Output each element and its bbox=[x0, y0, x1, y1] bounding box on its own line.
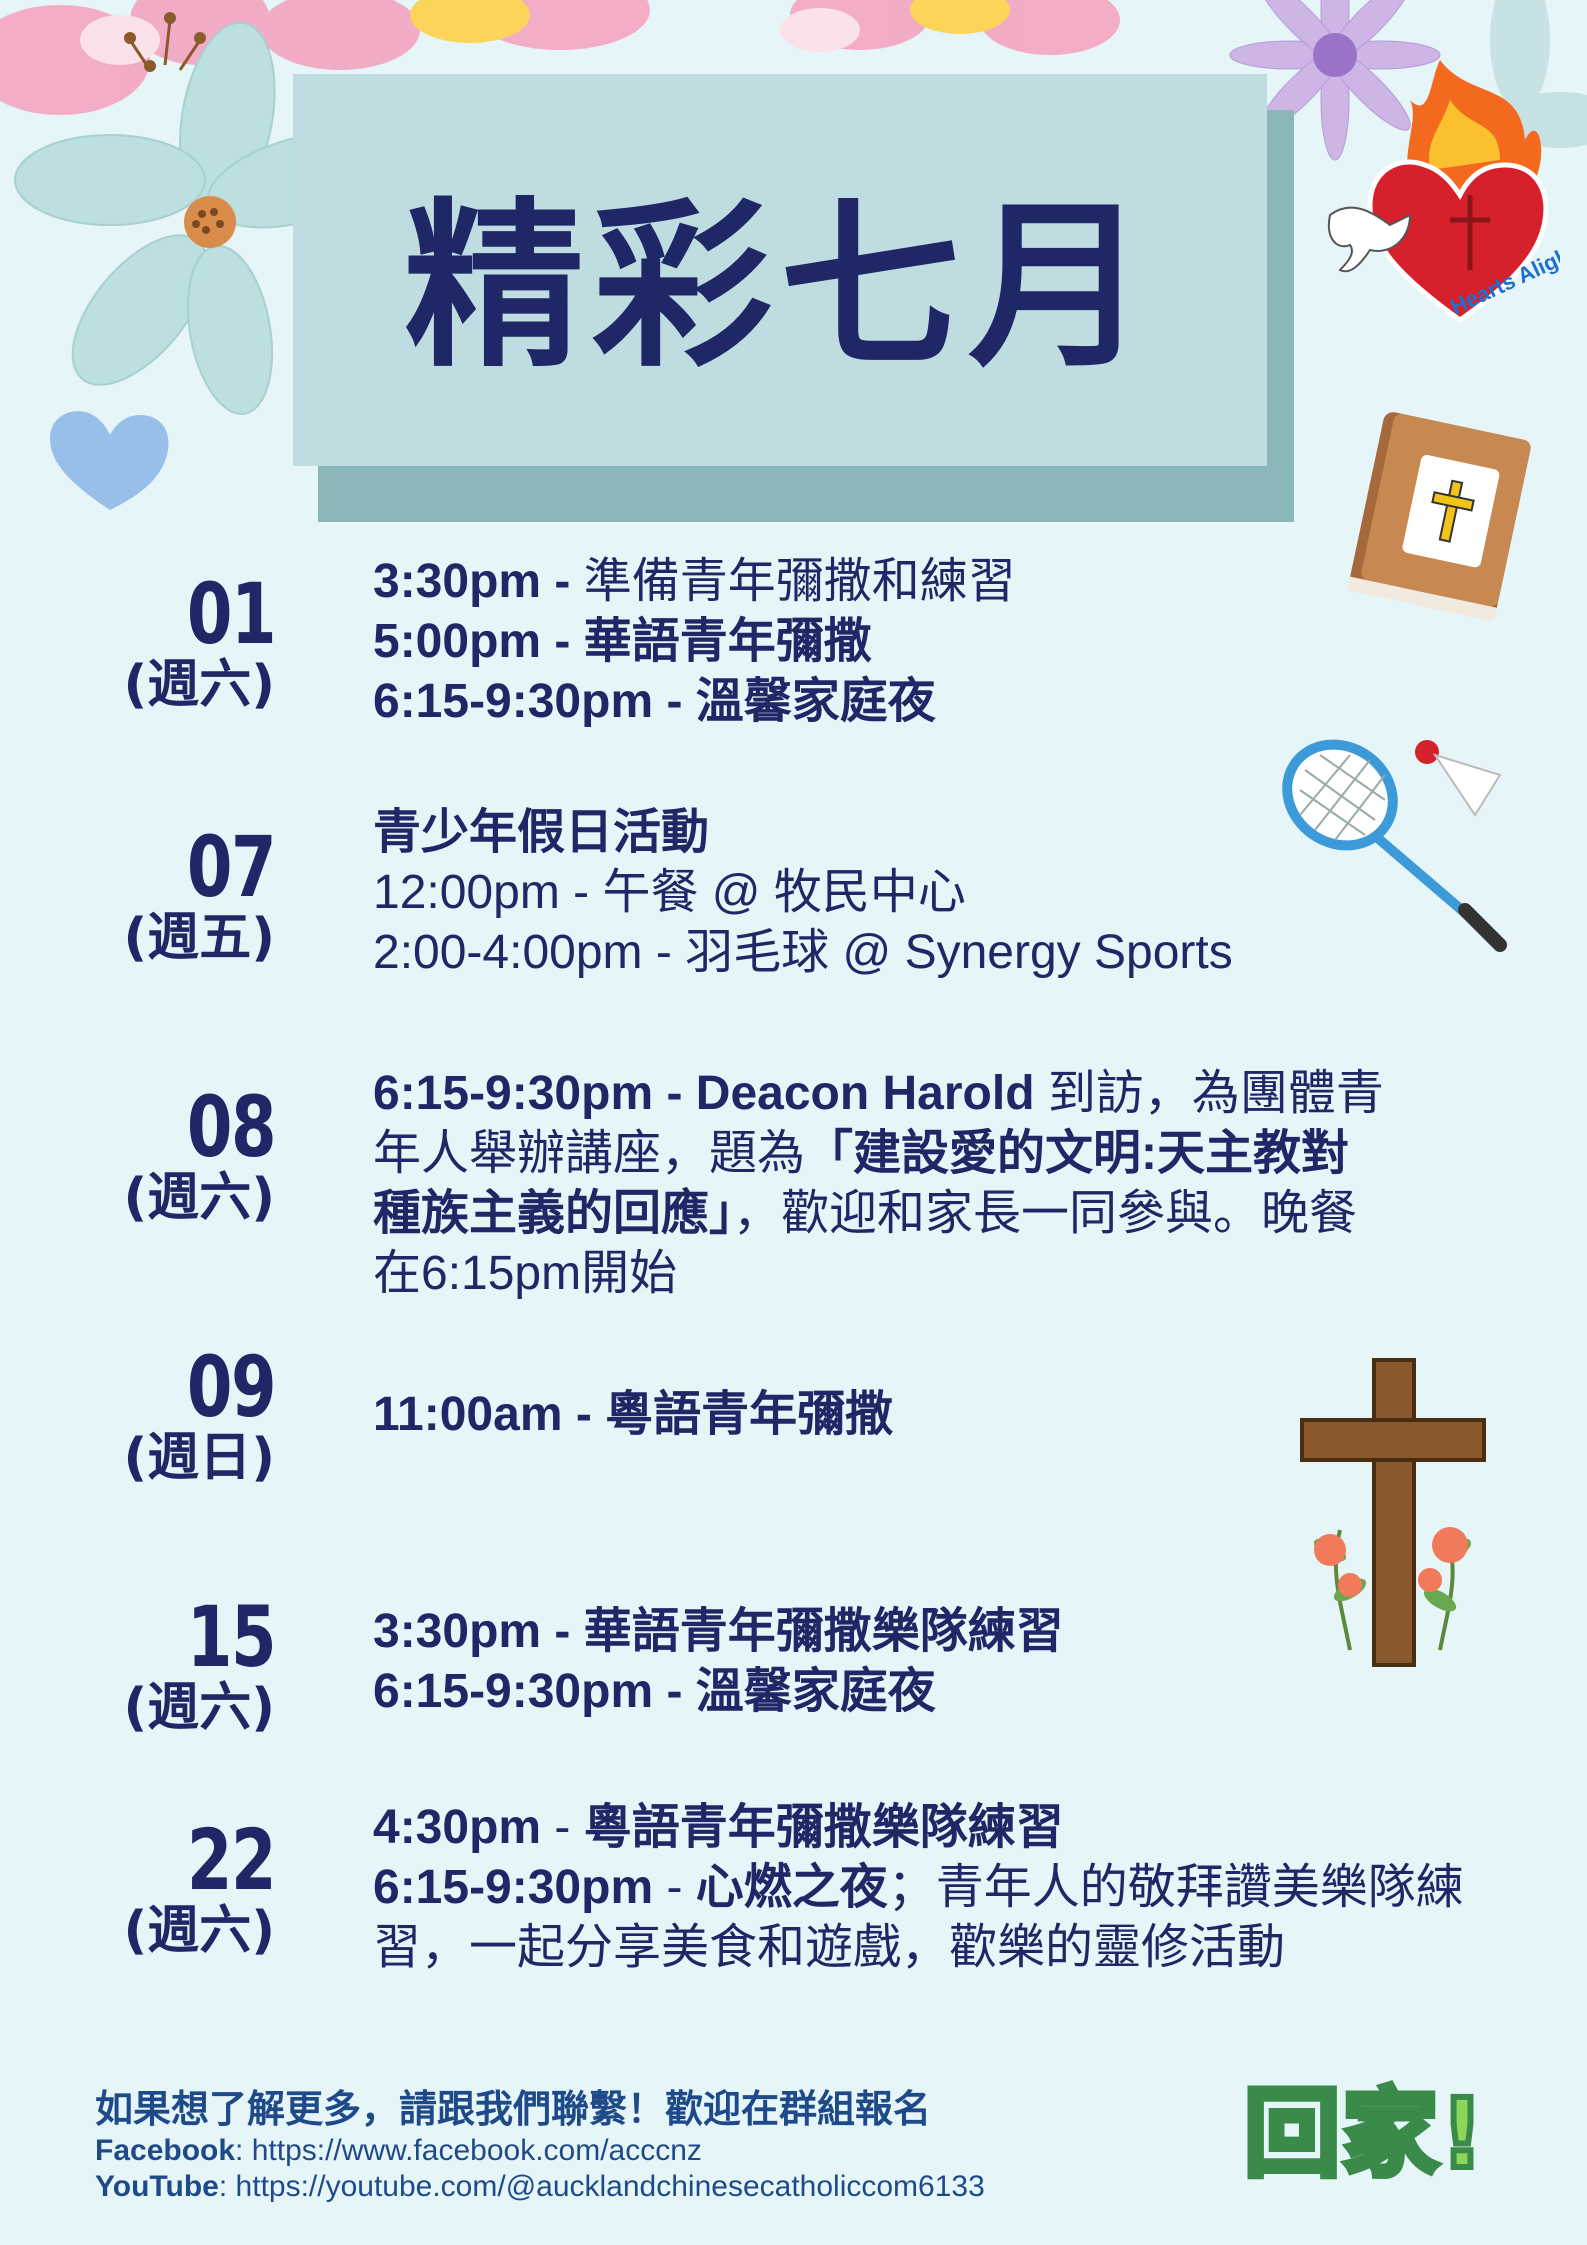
badminton-icon bbox=[1282, 739, 1507, 952]
youtube-link[interactable]: YouTube: https://youtube.com/@aucklandch… bbox=[95, 2170, 985, 2203]
event-07-details: 青少年假日活動 12:00pm - 午餐 @ 牧民中心 2:00-4:00pm … bbox=[373, 803, 1523, 983]
event-date-15: 15 (週六) bbox=[123, 1588, 276, 1738]
cross-icon bbox=[1300, 1358, 1486, 1667]
event-line: 11:00am - 粵語青年彌撒 bbox=[373, 1388, 894, 1441]
event-line: 3:30pm - 華語青年彌撒樂隊練習 bbox=[373, 1605, 1064, 1658]
bible-icon bbox=[1347, 412, 1531, 620]
page-title: 精彩七月 bbox=[403, 182, 1156, 392]
contact-section: 如果想了解更多，請跟我們聯繫！歡迎在群組報名 Facebook: https:/… bbox=[95, 2085, 1195, 2205]
event-line: 12:00pm - 午餐 @ 牧民中心 bbox=[373, 866, 966, 919]
event-date-09: 09 (週日) bbox=[123, 1338, 276, 1488]
event-date-01: 01 (週六) bbox=[123, 565, 276, 715]
event-08-details: 6:15-9:30pm - Deacon Harold 到訪，為團體青年人舉辦講… bbox=[373, 1064, 1393, 1304]
hearts-alight-logo: Hearts Alight bbox=[1327, 60, 1560, 324]
facebook-link[interactable]: Facebook: https://www.facebook.com/acccn… bbox=[95, 2134, 702, 2167]
event-01-details: 3:30pm - 準備青年彌撒和練習 5:00pm - 華語青年彌撒 6:15-… bbox=[373, 552, 1523, 732]
event-line: 6:15-9:30pm - 溫馨家庭夜 bbox=[373, 675, 936, 728]
event-15-details: 3:30pm - 華語青年彌撒樂隊練習 6:15-9:30pm - 溫馨家庭夜 bbox=[373, 1602, 1523, 1722]
event-line: 2:00-4:00pm - 羽毛球 @ Synergy Sports bbox=[373, 926, 1233, 979]
contact-heading: 如果想了解更多，請跟我們聯繫！歡迎在群組報名 bbox=[95, 2087, 932, 2131]
event-line: 4:30pm - 粵語青年彌撒樂隊練習 bbox=[373, 1801, 1064, 1854]
event-09-details: 11:00am - 粵語青年彌撒 bbox=[373, 1385, 1523, 1445]
event-line: 3:30pm - 準備青年彌撒和練習 bbox=[373, 555, 1016, 608]
home-badge: 回家! bbox=[1215, 2055, 1515, 2195]
event-paragraph: 6:15-9:30pm - Deacon Harold 到訪，為團體青年人舉辦講… bbox=[373, 1067, 1384, 1300]
event-date-08: 08 (週六) bbox=[123, 1078, 276, 1228]
event-heading: 青少年假日活動 bbox=[373, 806, 710, 859]
event-date-07: 07 (週五) bbox=[123, 818, 276, 968]
event-date-22: 22 (週六) bbox=[123, 1811, 276, 1961]
title-box: 精彩七月 bbox=[293, 74, 1267, 466]
event-line: 6:15-9:30pm - 溫馨家庭夜 bbox=[373, 1665, 936, 1718]
home-badge-text: 回家! bbox=[1241, 2075, 1487, 2193]
blue-heart-icon bbox=[50, 411, 169, 510]
event-22-details: 4:30pm - 粵語青年彌撒樂隊練習 6:15-9:30pm - 心燃之夜；青… bbox=[373, 1798, 1533, 1978]
event-line: 5:00pm - 華語青年彌撒 bbox=[373, 615, 872, 668]
event-paragraph: 6:15-9:30pm - 心燃之夜；青年人的敬拜讚美樂隊練習，一起分享美食和遊… bbox=[373, 1861, 1464, 1974]
